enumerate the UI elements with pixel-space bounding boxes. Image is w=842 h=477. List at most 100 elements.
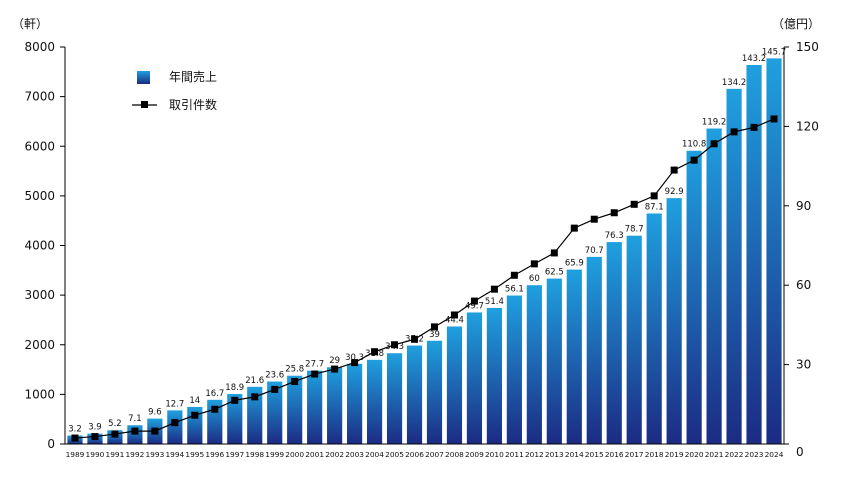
line-point-1992 [131, 427, 139, 435]
left-tick-label: 1000 [24, 387, 55, 401]
bar-value-label-2000: 25.8 [285, 365, 304, 375]
bar-2002 [327, 367, 343, 444]
x-tick-label-1996: 1996 [205, 450, 224, 459]
x-tick-label-1994: 1994 [165, 450, 184, 459]
bar-2015 [586, 256, 602, 444]
line-point-1999 [271, 385, 279, 393]
x-tick-label-2005: 2005 [385, 450, 404, 459]
bar-value-label-2023: 143.2 [742, 54, 766, 64]
x-tick-label-2017: 2017 [625, 450, 644, 459]
bar-value-label-2010: 51.4 [485, 297, 504, 307]
x-tick-label-1992: 1992 [125, 450, 144, 459]
bar-value-label-1999: 23.6 [265, 371, 284, 381]
bar-value-label-2021: 119.2 [702, 118, 726, 128]
line-point-2020 [690, 156, 698, 164]
right-tick-label: 60 [796, 278, 811, 292]
bar-2023 [746, 64, 762, 445]
bar-1997 [227, 393, 243, 444]
bar-2018 [646, 213, 662, 444]
x-tick-label-2020: 2020 [685, 450, 704, 459]
line-point-2021 [710, 140, 718, 148]
line-point-2017 [630, 200, 638, 208]
x-tick-label-2011: 2011 [505, 450, 524, 459]
x-tick-label-2001: 2001 [305, 450, 324, 459]
bar-value-label-2003: 30.3 [345, 353, 364, 363]
x-tick-label-2015: 2015 [585, 450, 604, 459]
x-tick-label-2018: 2018 [645, 450, 664, 459]
bar-value-label-2018: 87.1 [645, 202, 664, 212]
line-point-2004 [371, 348, 379, 356]
bar-2016 [606, 242, 622, 444]
bar-value-label-2013: 62.5 [545, 268, 564, 278]
left-tick-label: 8000 [24, 40, 55, 54]
x-tick-label-2007: 2007 [425, 450, 444, 459]
line-point-2001 [311, 370, 319, 378]
bar-value-label-2014: 65.9 [565, 259, 584, 269]
x-tick-label-2004: 2004 [365, 450, 384, 459]
bar-value-label-2022: 134.2 [722, 78, 746, 88]
x-tick-label-2021: 2021 [705, 450, 724, 459]
right-tick-label: 30 [796, 358, 811, 372]
line-point-1990 [91, 433, 99, 441]
bar-value-label-2020: 110.8 [682, 140, 706, 150]
x-tick-label-2013: 2013 [545, 450, 564, 459]
x-tick-label-2000: 2000 [285, 450, 304, 459]
line-point-2019 [670, 166, 678, 174]
bar-value-label-1995: 14 [189, 396, 200, 406]
left-tick-label: 4000 [24, 239, 55, 253]
line-point-2013 [550, 249, 558, 257]
x-tick-label-1993: 1993 [145, 450, 164, 459]
x-tick-label-2024: 2024 [765, 450, 784, 459]
bar-value-label-2019: 92.9 [665, 187, 684, 197]
bar-2009 [466, 312, 483, 444]
bar-2006 [406, 345, 423, 444]
line-point-2006 [411, 335, 419, 343]
x-tick-label-2012: 2012 [525, 450, 544, 459]
bar-2014 [566, 269, 582, 444]
bar-2010 [486, 307, 502, 444]
x-tick-label-1999: 1999 [265, 450, 284, 459]
bar-2001 [307, 370, 323, 444]
line-point-2009 [470, 297, 478, 305]
bar-value-label-2002: 29 [329, 356, 340, 366]
x-tick-label-2009: 2009 [465, 450, 484, 459]
line-point-2002 [331, 365, 339, 373]
bar-value-label-1990: 3.9 [88, 423, 102, 433]
bar-value-label-1991: 5.2 [108, 419, 122, 429]
bar-value-label-1989: 3.2 [68, 425, 82, 435]
x-tick-label-2003: 2003 [345, 450, 364, 459]
bar-1998 [247, 386, 263, 444]
bar-2024 [766, 58, 782, 444]
line-point-2012 [530, 260, 538, 268]
bar-value-label-2024: 145.7 [762, 47, 786, 57]
line-point-2000 [291, 377, 299, 385]
bar-value-label-2016: 76.3 [605, 231, 624, 241]
bar-value-label-2011: 56.1 [505, 285, 524, 295]
x-tick-label-2010: 2010 [485, 450, 504, 459]
bar-2008 [446, 326, 463, 444]
right-axis-unit-label: （億円） [772, 17, 820, 31]
bar-2003 [347, 363, 363, 444]
bar-2019 [666, 198, 682, 444]
legend-bar-swatch [137, 71, 150, 84]
line-point-1993 [151, 427, 159, 435]
bar-value-label-1992: 7.1 [128, 414, 142, 424]
line-point-2008 [450, 311, 458, 319]
line-point-1989 [71, 434, 79, 442]
bar-value-label-2008: 44.4 [445, 315, 464, 325]
line-point-2015 [590, 215, 598, 223]
bar-value-label-2007: 39 [429, 330, 440, 340]
x-tick-label-1998: 1998 [245, 450, 264, 459]
x-tick-label-1989: 1989 [66, 450, 85, 459]
x-tick-label-2023: 2023 [745, 450, 764, 459]
bar-2013 [546, 278, 562, 444]
legend-line-label: 取引件数 [169, 97, 217, 112]
x-tick-label-2019: 2019 [665, 450, 684, 459]
bar-value-label-1994: 12.7 [165, 399, 184, 409]
bar-2022 [726, 88, 742, 445]
bar-value-label-1993: 9.6 [148, 408, 162, 418]
left-tick-label: 5000 [24, 189, 55, 203]
right-tick-label: 120 [796, 119, 819, 133]
